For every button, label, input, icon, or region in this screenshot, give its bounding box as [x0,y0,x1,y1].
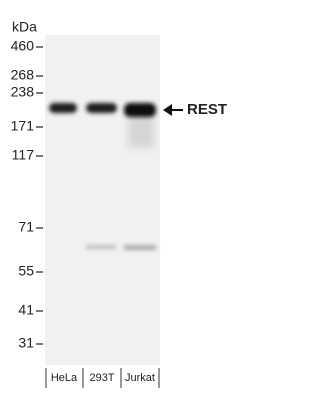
marker-label: 268 [11,67,35,83]
lane-label: HeLa [51,372,78,384]
faint-band [124,245,156,250]
marker-label: 55 [18,263,34,279]
marker-label: 31 [18,335,34,351]
marker-label: 460 [11,38,35,54]
blot-membrane [45,35,160,365]
protein-label: REST [187,101,227,118]
band [86,103,117,113]
marker-label: 238 [11,84,35,100]
lane-separators [45,368,160,388]
marker-label: 71 [18,219,34,235]
bands [49,103,156,250]
marker-label: 171 [11,118,35,134]
unit-label: kDa [12,19,37,35]
band [124,103,156,117]
marker-label: 117 [12,147,35,163]
lane-label: 293T [89,372,114,384]
smear [128,112,154,148]
arrow-head [163,104,172,116]
lane-labels: HeLa 293T Jurkat [51,372,155,384]
faint-band [86,245,116,249]
rest-arrow [163,104,183,116]
lane-label: Jurkat [125,372,155,384]
band [49,103,77,113]
marker-label: 41 [18,302,34,318]
